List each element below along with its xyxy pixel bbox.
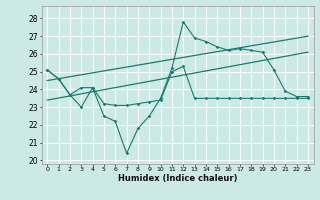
- X-axis label: Humidex (Indice chaleur): Humidex (Indice chaleur): [118, 174, 237, 183]
